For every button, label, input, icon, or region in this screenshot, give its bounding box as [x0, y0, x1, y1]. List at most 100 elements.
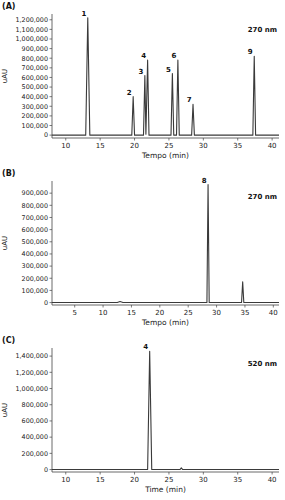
y-tick — [50, 205, 53, 206]
x-tick-label: 10 — [99, 309, 108, 317]
x-tick-label: 35 — [240, 309, 249, 317]
x-axis-title: Time (min) — [144, 485, 186, 494]
x-tick-label: 5 — [72, 309, 76, 317]
plot-area — [52, 185, 279, 303]
y-tick — [50, 420, 53, 421]
y-tick — [50, 453, 53, 454]
x-tick-label: 30 — [199, 142, 208, 150]
x-axis-line — [52, 138, 279, 139]
y-tick — [50, 404, 53, 405]
chromatogram-line — [52, 18, 279, 135]
x-tick-label: 25 — [164, 142, 173, 150]
y-tick-label: 300,000 — [22, 103, 48, 111]
panel: 0100,000200,000300,000400,000500,000600,… — [1, 2, 279, 160]
chromatogram-line — [52, 351, 279, 469]
y-tick-label: 800,000 — [22, 401, 48, 409]
y-tick — [50, 290, 53, 291]
y-tick-label: 1,100,000 — [15, 26, 48, 34]
y-tick — [50, 388, 53, 389]
x-tick — [168, 138, 169, 141]
x-tick — [100, 472, 101, 475]
y-tick — [50, 229, 53, 230]
panel: 0200,000400,000600,000800,0001,000,0001,… — [1, 336, 279, 494]
y-tick-label: 900,000 — [22, 189, 48, 197]
panel-title: (B) — [2, 169, 15, 178]
y-tick — [50, 135, 53, 136]
peak-label: 3 — [138, 68, 143, 76]
chromatogram-line — [52, 185, 279, 303]
x-tick-label: 35 — [233, 142, 242, 150]
y-tick-label: 800,000 — [22, 55, 48, 63]
y-tick-label: 100,000 — [22, 122, 48, 130]
y-tick — [50, 278, 53, 279]
peak-label: 2 — [127, 89, 132, 97]
chart: 0100,000200,000300,000400,000500,000600,… — [0, 0, 285, 500]
y-tick-label: 600,000 — [22, 417, 48, 425]
y-tick — [50, 372, 53, 373]
y-tick-label: 600,000 — [22, 226, 48, 234]
y-tick-label: 600,000 — [22, 74, 48, 82]
y-tick-label: 300,000 — [22, 262, 48, 270]
x-tick — [134, 472, 135, 475]
x-axis-title: Tempo (min) — [141, 318, 189, 327]
x-tick — [216, 305, 217, 308]
peak-label: 8 — [202, 177, 207, 185]
x-tick-label: 25 — [164, 476, 173, 484]
x-tick — [244, 305, 245, 308]
y-axis-line — [52, 14, 53, 138]
y-tick-label: 0 — [44, 466, 48, 474]
x-tick-label: 20 — [130, 142, 139, 150]
x-axis-line — [52, 472, 279, 473]
x-tick — [103, 305, 104, 308]
y-tick — [50, 115, 53, 116]
peak-label: 5 — [166, 66, 171, 74]
panel-title: (C) — [2, 336, 15, 345]
peak-label: 9 — [248, 48, 253, 56]
y-tick-label: 1,000,000 — [15, 35, 48, 43]
x-tick-label: 25 — [184, 309, 193, 317]
x-tick — [100, 138, 101, 141]
y-tick — [50, 241, 53, 242]
x-tick-label: 20 — [130, 476, 139, 484]
peak-label: 4 — [141, 52, 146, 60]
y-tick — [50, 253, 53, 254]
y-tick — [50, 19, 53, 20]
y-tick — [50, 193, 53, 194]
panel-title: (A) — [2, 2, 16, 11]
y-tick — [50, 29, 53, 30]
peak-label: 7 — [187, 96, 192, 104]
x-tick — [65, 472, 66, 475]
y-tick — [50, 38, 53, 39]
y-tick — [50, 58, 53, 59]
x-tick — [134, 138, 135, 141]
peak-label: 1 — [81, 10, 86, 18]
y-tick — [50, 77, 53, 78]
x-tick-label: 40 — [268, 476, 277, 484]
wavelength-label: 270 nm — [248, 26, 277, 34]
y-tick-label: 0 — [44, 299, 48, 307]
wavelength-label: 270 nm — [248, 193, 277, 201]
y-tick-label: 400,000 — [22, 433, 48, 441]
y-tick-label: 200,000 — [22, 112, 48, 120]
x-tick — [159, 305, 160, 308]
panel: 0100,000200,000300,000400,000500,000600,… — [1, 169, 279, 327]
y-axis-title: uAU — [1, 69, 9, 83]
y-tick-label: 400,000 — [22, 93, 48, 101]
y-tick-label: 200,000 — [22, 450, 48, 458]
x-tick — [203, 138, 204, 141]
x-tick — [74, 305, 75, 308]
y-tick-label: 200,000 — [22, 275, 48, 283]
x-tick-label: 20 — [155, 309, 164, 317]
peak-label: 4 — [143, 343, 148, 351]
y-tick-label: 0 — [44, 131, 48, 139]
y-tick-label: 900,000 — [22, 45, 48, 53]
y-tick-label: 500,000 — [22, 238, 48, 246]
x-tick-label: 15 — [127, 309, 136, 317]
plot-area — [52, 18, 279, 135]
peak-label: 6 — [172, 52, 177, 60]
y-tick — [50, 87, 53, 88]
x-tick-label: 30 — [199, 476, 208, 484]
x-tick — [131, 305, 132, 308]
y-tick — [50, 67, 53, 68]
y-tick-label: 1,400,000 — [15, 352, 48, 360]
